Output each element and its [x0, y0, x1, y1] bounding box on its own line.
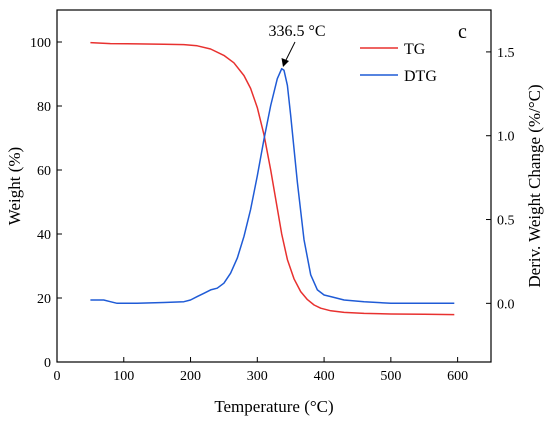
legend-label-tg: TG — [404, 41, 426, 58]
y-left-tick-label: 0 — [44, 356, 51, 371]
legend: TG DTG — [360, 41, 437, 85]
peak-annotation-label: 336.5 °C — [268, 23, 325, 40]
y-right-tick-label: 0.0 — [497, 297, 515, 312]
y-left-axis-ticks: 0 20 40 60 80 100 — [30, 36, 62, 371]
x-tick-label: 200 — [180, 369, 201, 384]
x-tick-label: 100 — [113, 369, 134, 384]
legend-label-dtg: DTG — [404, 68, 437, 85]
y-left-tick-label: 40 — [37, 228, 51, 243]
series-layer — [90, 41, 455, 316]
x-tick-label: 500 — [380, 369, 401, 384]
x-axis-ticks: 0 100 200 300 400 500 600 — [54, 357, 468, 384]
x-tick-label: 0 — [54, 369, 61, 384]
x-tick-label: 400 — [314, 369, 335, 384]
x-tick-label: 600 — [447, 369, 468, 384]
y-left-tick-label: 80 — [37, 100, 51, 115]
y-right-tick-label: 1.5 — [497, 46, 515, 61]
y-right-axis-ticks: 0.0 0.5 1.0 1.5 — [486, 46, 515, 312]
x-tick-label: 300 — [247, 369, 268, 384]
y-right-tick-label: 0.5 — [497, 214, 515, 229]
plot-frame — [56, 9, 492, 363]
y-left-tick-label: 60 — [37, 164, 51, 179]
y-right-tick-label: 1.0 — [497, 130, 515, 145]
series-line-tg — [90, 41, 455, 316]
series-line-dtg — [90, 67, 455, 305]
panel-label: c — [458, 21, 467, 43]
y-left-tick-label: 100 — [30, 36, 51, 51]
y-left-axis-title: Weight (%) — [5, 147, 24, 225]
x-axis-title: Temperature (°C) — [214, 397, 333, 416]
y-left-tick-label: 20 — [37, 292, 51, 307]
y-right-axis-title: Deriv. Weight Change (%/°C) — [525, 84, 544, 287]
peak-annotation-arrow — [281, 41, 296, 67]
